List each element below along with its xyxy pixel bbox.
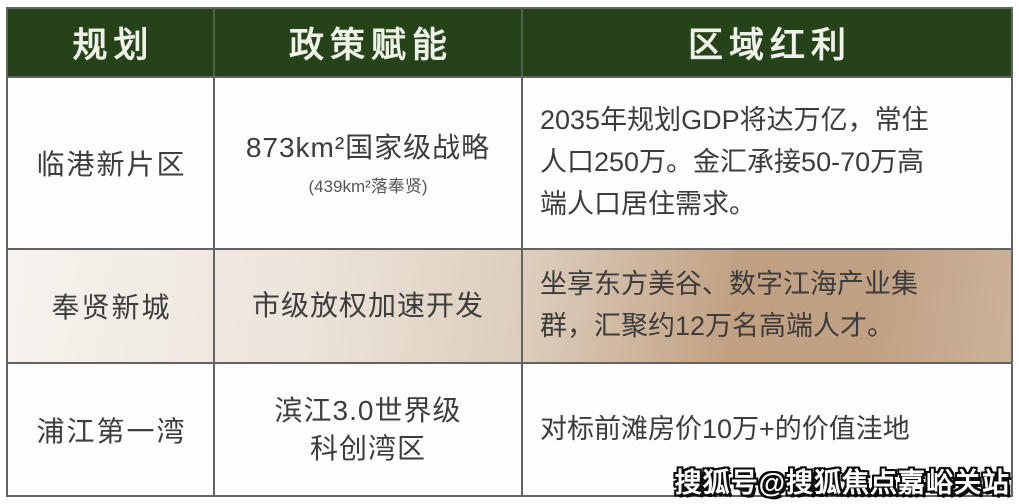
plan-name: 奉贤新城 xyxy=(51,292,172,323)
cell-policy-lingang: 873km²国家级战略 (439km²落奉贤) xyxy=(215,78,523,248)
cell-plan-lingang: 临港新片区 xyxy=(8,78,215,248)
cell-benefit-lingang: 2035年规划GDP将达万亿，常住人口250万。金汇承接50-70万高端人口居住… xyxy=(523,78,1011,248)
table-header-row: 规划 政策赋能 区域红利 xyxy=(8,9,1011,78)
header-cell-policy: 政策赋能 xyxy=(215,9,523,76)
benefit-text: 对标前滩房价10万+的价值洼地 xyxy=(540,413,910,444)
sohu-watermark: 搜狐号@搜狐焦点嘉峪关站 xyxy=(674,468,1010,498)
policy-text: 市级放权加速开发 xyxy=(251,290,484,322)
cell-policy-pujiang: 滨江3.0世界级 科创湾区 xyxy=(215,364,523,495)
table-row-fengxian: 奉贤新城 市级放权加速开发 坐享东方美谷、数字江海产业集群，汇聚约12万名高端人… xyxy=(8,250,1011,364)
header-label-benefit: 区域红利 xyxy=(687,26,852,65)
cell-policy-fengxian: 市级放权加速开发 xyxy=(215,250,523,362)
plan-name: 浦江第一湾 xyxy=(36,415,187,447)
table-row-lingang: 临港新片区 873km²国家级战略 (439km²落奉贤) 2035年规划GDP… xyxy=(8,78,1011,250)
policy-text: 滨江3.0世界级 科创湾区 xyxy=(274,394,462,464)
cell-plan-fengxian: 奉贤新城 xyxy=(8,250,215,362)
plan-name: 临港新片区 xyxy=(36,149,187,180)
policy-note: (439km²落奉贤) xyxy=(308,176,428,196)
header-cell-benefit: 区域红利 xyxy=(523,9,1011,76)
cell-benefit-fengxian: 坐享东方美谷、数字江海产业集群，汇聚约12万名高端人才。 xyxy=(523,250,1011,362)
benefit-text: 坐享东方美谷、数字江海产业集群，汇聚约12万名高端人才。 xyxy=(540,269,918,341)
cell-plan-pujiang: 浦江第一湾 xyxy=(8,364,215,495)
header-cell-plan: 规划 xyxy=(8,9,215,76)
policy-text: 873km²国家级战略 xyxy=(245,132,491,164)
benefit-text: 2035年规划GDP将达万亿，常住人口250万。金汇承接50-70万高端人口居住… xyxy=(540,105,929,219)
planning-benefits-table: 规划 政策赋能 区域红利 临港新片区 873km²国家级战略 (439km²落奉… xyxy=(6,7,1013,497)
cell-benefit-pujiang: 对标前滩房价10万+的价值洼地 xyxy=(523,364,1011,495)
header-label-plan: 规划 xyxy=(72,26,155,65)
header-label-policy: 政策赋能 xyxy=(288,26,453,65)
table-row-pujiang: 浦江第一湾 滨江3.0世界级 科创湾区 对标前滩房价10万+的价值洼地 xyxy=(8,364,1011,495)
